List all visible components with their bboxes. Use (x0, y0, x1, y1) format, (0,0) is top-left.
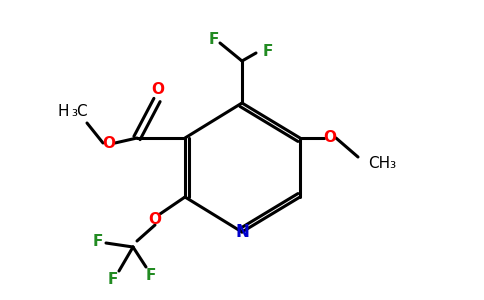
Text: F: F (146, 268, 156, 283)
Text: F: F (209, 32, 219, 46)
Text: CH₃: CH₃ (368, 155, 396, 170)
Text: F: F (263, 44, 273, 59)
Text: O: O (151, 82, 165, 98)
Text: F: F (93, 235, 103, 250)
Text: F: F (108, 272, 118, 286)
Text: N: N (235, 223, 249, 241)
Text: H: H (58, 103, 69, 118)
Text: O: O (103, 136, 116, 151)
Text: O: O (323, 130, 336, 146)
Text: ₃C: ₃C (71, 103, 88, 118)
Text: O: O (149, 212, 162, 226)
